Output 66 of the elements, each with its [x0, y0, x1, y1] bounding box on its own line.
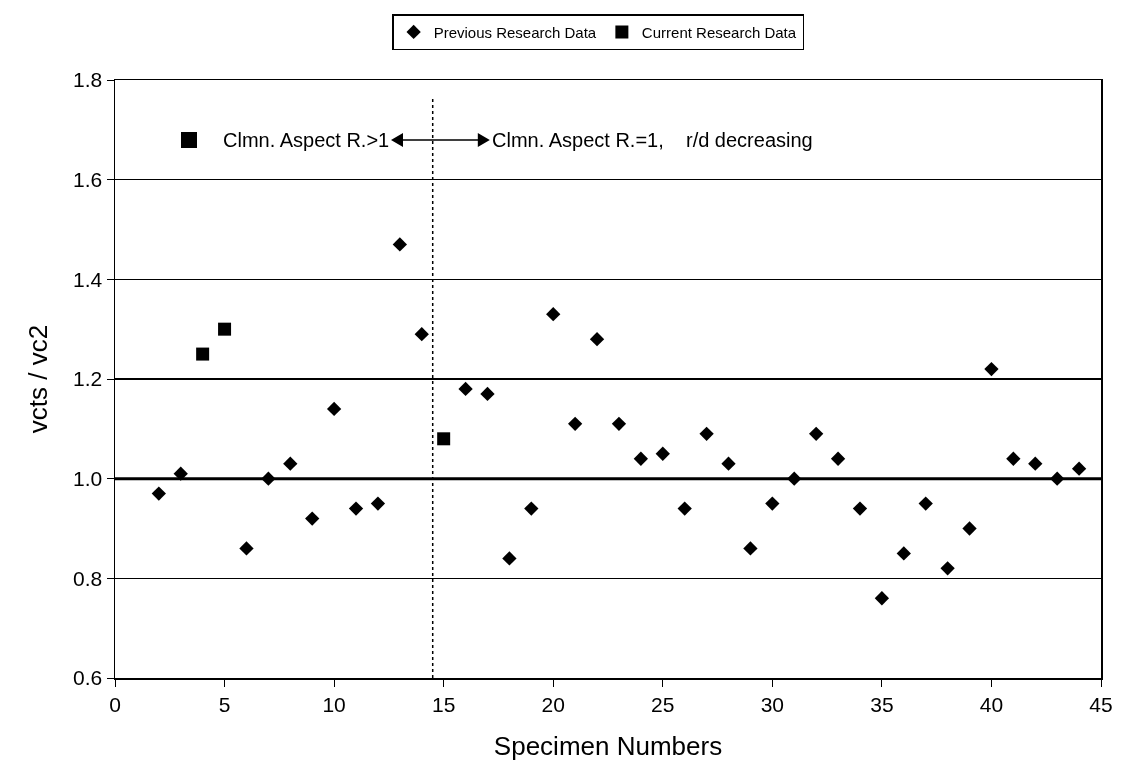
- point: [611, 416, 627, 431]
- point: [239, 541, 254, 556]
- y-axis-title: vcts / vc2: [22, 324, 53, 434]
- point: [699, 426, 714, 441]
- point: [765, 496, 780, 511]
- point: [874, 591, 890, 606]
- point: [787, 471, 802, 486]
- x-tick-label: 40: [979, 692, 1004, 716]
- point: [633, 451, 649, 466]
- point: [283, 456, 298, 471]
- point: [524, 501, 539, 516]
- point: [392, 237, 407, 252]
- point: [984, 361, 999, 377]
- point: [218, 322, 232, 336]
- point: [1006, 451, 1021, 466]
- point: [151, 486, 166, 501]
- point: [589, 331, 605, 347]
- x-tick-label: 30: [760, 692, 785, 716]
- x-tick-label: 45: [1089, 692, 1113, 716]
- point: [173, 466, 188, 481]
- annotation: Clmn. Aspect R.>1: [223, 129, 390, 151]
- annotation: Clmn. Aspect R.=1, r/d decreasing: [492, 129, 813, 151]
- legend-label: Previous Research Data: [433, 23, 597, 41]
- point: [677, 501, 692, 516]
- x-tick-label: 15: [431, 692, 456, 716]
- y-tick-label: 1.8: [73, 68, 103, 92]
- x-tick-label: 10: [322, 692, 346, 716]
- point: [261, 471, 276, 486]
- point: [1071, 461, 1087, 476]
- x-tick-label: 35: [870, 692, 894, 716]
- y-tick-label: 1.4: [73, 267, 103, 291]
- point: [546, 307, 561, 322]
- point: [437, 432, 451, 446]
- point: [743, 541, 758, 556]
- point: [326, 401, 342, 417]
- point: [480, 386, 495, 402]
- legend-label: Current Research Data: [641, 23, 797, 41]
- point: [721, 456, 736, 471]
- point: [196, 347, 210, 361]
- x-tick-label: 20: [541, 692, 565, 716]
- point: [502, 551, 517, 566]
- x-tick-label: 25: [651, 692, 675, 716]
- point: [370, 496, 386, 511]
- x-tick-label: 0: [109, 692, 121, 716]
- point: [567, 416, 583, 431]
- point: [348, 501, 364, 516]
- y-tick-label: 1.0: [73, 467, 103, 491]
- point: [305, 511, 320, 526]
- y-tick-label: 1.2: [73, 367, 103, 391]
- point: [809, 426, 824, 441]
- y-tick-label: 1.6: [73, 168, 103, 192]
- point: [458, 381, 473, 397]
- x-axis-title: Specimen Numbers: [493, 731, 723, 762]
- x-tick-label: 5: [218, 692, 231, 716]
- point: [918, 496, 933, 511]
- point: [962, 521, 977, 536]
- point: [414, 327, 429, 342]
- y-tick-label: 0.6: [73, 666, 103, 690]
- point: [655, 446, 670, 461]
- point: [896, 546, 911, 561]
- point: [1028, 456, 1043, 471]
- point: [830, 451, 846, 466]
- point: [852, 501, 868, 516]
- point: [1050, 471, 1065, 486]
- point: [940, 561, 955, 576]
- y-tick-label: 0.8: [73, 566, 103, 590]
